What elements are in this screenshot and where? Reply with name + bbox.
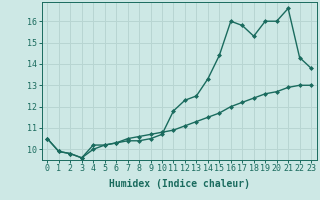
X-axis label: Humidex (Indice chaleur): Humidex (Indice chaleur)	[109, 179, 250, 189]
